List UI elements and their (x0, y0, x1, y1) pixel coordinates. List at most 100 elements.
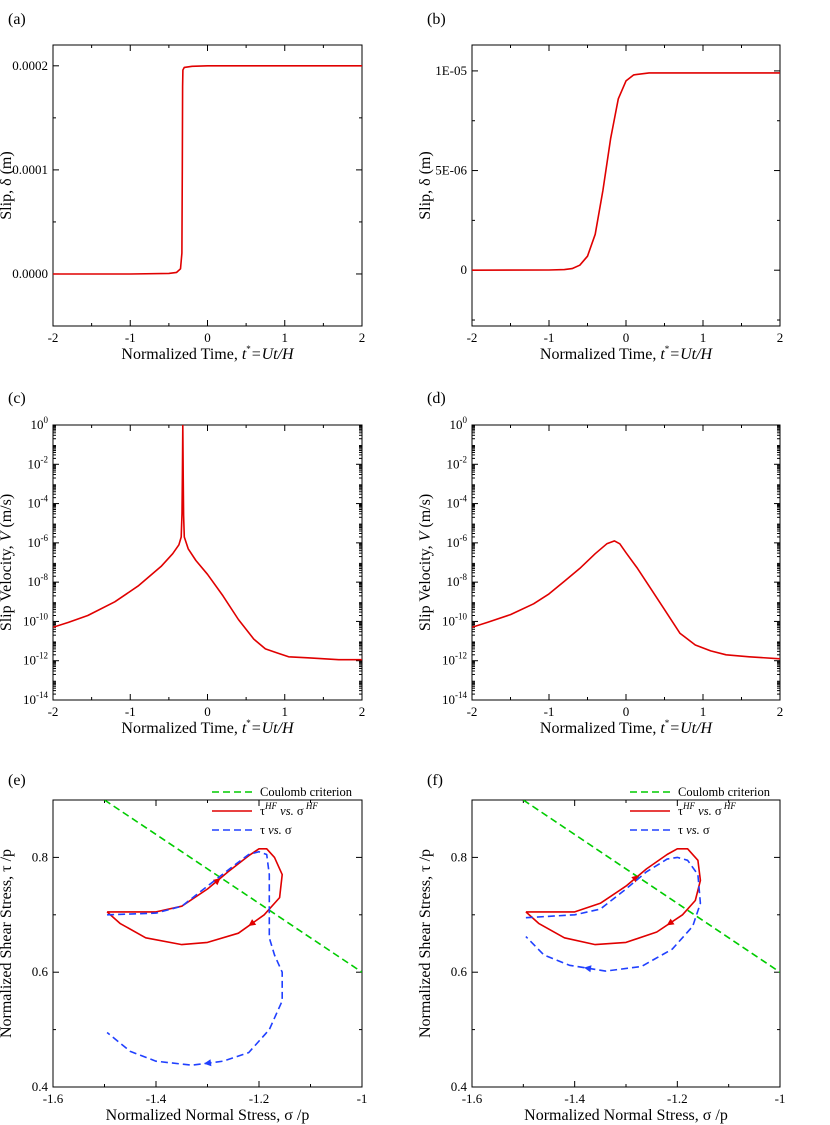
series-line-0 (53, 425, 362, 661)
y-axis-label: Slip, δ (m) (0, 151, 15, 219)
y-tick-label: 10-12 (442, 651, 467, 668)
x-tick-label: -2 (48, 330, 59, 345)
x-tick-label: -1 (125, 704, 136, 719)
y-axis-label: Slip Velocity, V (m/s) (417, 494, 434, 631)
y-tick-label: 0.6 (451, 964, 468, 979)
series-line-1 (525, 847, 702, 946)
y-axis-label: Slip Velocity, V (m/s) (0, 494, 15, 631)
x-tick-label: 2 (777, 704, 784, 719)
plot-frame (52, 44, 363, 327)
x-tick-label: -2 (467, 330, 478, 345)
y-tick-label: 10-14 (442, 690, 467, 707)
x-tick-label: 2 (359, 704, 366, 719)
panel-c: (c) -2 -1 0 1 2 10-14 10-12 10-10 10-8 10-6 10-4 10-… (0, 390, 365, 737)
x-tick-label: -1.2 (249, 1091, 270, 1106)
x-tick-label: -2 (48, 704, 59, 719)
panel-label: (d) (427, 390, 446, 407)
direction-arrow (584, 965, 592, 973)
y-tick-label: 10-6 (28, 533, 49, 550)
panel-label: (c) (8, 390, 26, 407)
x-tick-label: 1 (700, 704, 707, 719)
plot-frame (52, 799, 363, 1088)
x-tick-label: 1 (282, 330, 289, 345)
y-tick-label: 5E-06 (435, 163, 467, 178)
y-tick-label: 10-4 (447, 494, 468, 511)
x-tick-label: -1.4 (564, 1091, 585, 1106)
series-line-2 (525, 856, 702, 972)
panel-label: (e) (8, 772, 26, 789)
y-tick-label: 0.0001 (12, 162, 48, 177)
y-tick-label: 10-8 (28, 572, 49, 589)
y-tick-label: 10-4 (28, 494, 49, 511)
x-tick-label: -1.4 (146, 1091, 167, 1106)
series-line-0 (104, 800, 362, 973)
y-tick-label: 10-12 (23, 651, 48, 668)
panel-label: (a) (8, 11, 26, 28)
panel-label: (b) (427, 11, 446, 28)
direction-arrow (212, 878, 221, 886)
x-axis-label: Normalized Normal Stress, σ /p (524, 1107, 728, 1124)
x-tick-label: -1 (544, 330, 555, 345)
y-tick-label: 10-2 (447, 454, 468, 471)
panel-f: (f) -1.6 -1.4 -1.2 -1 0.4 0.6 0.8 Normalized Nor… (417, 772, 785, 1124)
legend: Coulomb criterion τHF vs. σ HF τ vs. σ (212, 785, 353, 837)
x-tick-label: 0 (623, 704, 630, 719)
y-tick-label: 100 (31, 415, 49, 432)
direction-arrow (666, 918, 675, 926)
series-line-0 (472, 540, 780, 660)
plot-frame (471, 44, 781, 327)
y-tick-label: 10-6 (447, 533, 468, 550)
plot-frame (471, 799, 781, 1088)
y-tick-label: 0.8 (32, 849, 48, 864)
panel-d: (d) -2 -1 0 1 2 10-14 10-12 10-10 10-8 10-6 10-4 10-… (417, 390, 783, 737)
legend-label-coulomb: Coulomb criterion (678, 785, 771, 799)
series-line-1 (106, 847, 284, 946)
plot-frame (471, 424, 781, 701)
y-tick-label: 1E-05 (435, 63, 467, 78)
direction-arrow (204, 1059, 212, 1067)
x-axis-label: Normalized Time, t*=Ut/H (540, 718, 714, 737)
x-tick-label: -1 (544, 704, 555, 719)
y-tick-label: 0.4 (451, 1079, 468, 1094)
series-line-0 (522, 800, 780, 973)
series-line-0 (472, 72, 780, 272)
x-tick-label: 1 (700, 330, 707, 345)
x-axis-label: Normalized Time, t*=Ut/H (121, 344, 295, 363)
x-tick-label: 2 (777, 330, 784, 345)
series-line-2 (106, 850, 284, 1066)
y-tick-label: 10-2 (28, 454, 49, 471)
legend-label-ts: τ vs. σ (260, 823, 292, 837)
panel-b: (b) -2 -1 0 1 2 0 5E-06 1E-05 Normalized Time, t*… (417, 11, 783, 363)
y-tick-label: 10-10 (442, 611, 467, 628)
legend-label-coulomb: Coulomb criterion (260, 785, 353, 799)
y-tick-label: 100 (450, 415, 468, 432)
y-axis-label: Slip, δ (m) (417, 151, 434, 219)
y-tick-label: 0 (461, 262, 468, 277)
x-axis-label: Normalized Normal Stress, σ /p (106, 1107, 310, 1124)
legend-label-hf: τHF vs. σ HF (678, 801, 736, 818)
x-axis-label: Normalized Time, t*=Ut/H (540, 344, 714, 363)
panel-e: (e) -1.6 -1.4 -1.2 -1 0.4 0.6 0.8 Normalized Nor… (0, 772, 367, 1124)
x-tick-label: 1 (282, 704, 289, 719)
legend: Coulomb criterion τHF vs. σ HF τ vs. σ (630, 785, 771, 837)
legend-label-hf: τHF vs. σ HF (260, 801, 318, 818)
y-axis-label: Normalized Shear Stress, τ /p (0, 849, 15, 1038)
x-tick-label: 0 (204, 330, 211, 345)
y-tick-label: 10-14 (23, 690, 48, 707)
legend-label-ts: τ vs. σ (678, 823, 710, 837)
x-tick-label: -1 (357, 1091, 368, 1106)
x-tick-label: 0 (204, 704, 211, 719)
x-tick-label: -1.2 (667, 1091, 688, 1106)
x-tick-label: -1 (125, 330, 136, 345)
y-tick-label: 0.0000 (12, 266, 48, 281)
direction-arrow (248, 919, 257, 926)
y-tick-label: 0.8 (451, 849, 467, 864)
x-tick-label: -1.6 (43, 1091, 64, 1106)
x-tick-label: -1.6 (462, 1091, 483, 1106)
x-tick-label: 2 (359, 330, 366, 345)
y-tick-label: 10-10 (23, 611, 48, 628)
y-tick-label: 0.6 (32, 964, 49, 979)
y-tick-label: 10-8 (447, 572, 468, 589)
panel-label: (f) (427, 772, 443, 789)
